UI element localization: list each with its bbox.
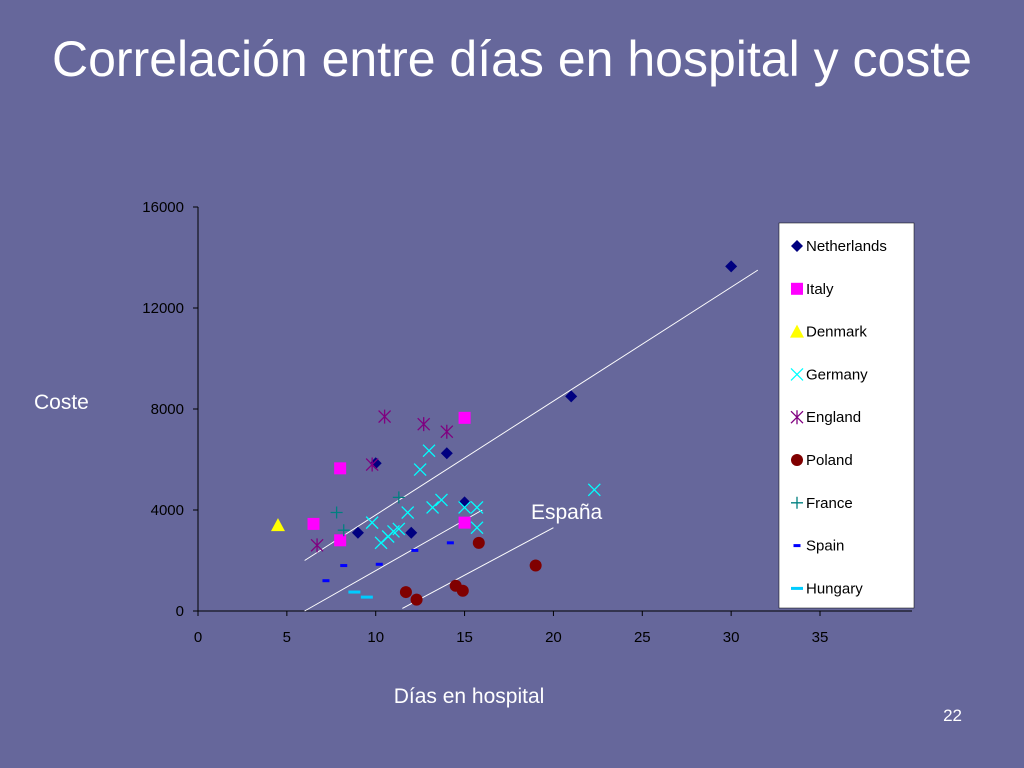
legend-marker-italy — [791, 282, 803, 295]
legend-marker-hungary — [791, 586, 803, 590]
axes: 0 5 10 15 20 25 30 35 0 4000 8000 12000 16000 — [142, 199, 912, 646]
data-points — [270, 260, 738, 606]
legend-label-germany: Germany — [806, 366, 868, 383]
x-tick-label: 30 — [723, 629, 740, 646]
point-germany — [365, 516, 379, 530]
legend-marker-denmark — [790, 324, 804, 338]
point-denmark — [270, 518, 285, 532]
point-england — [365, 457, 379, 472]
point-england — [310, 538, 324, 553]
point-germany — [435, 493, 448, 507]
point-netherlands — [458, 496, 471, 509]
y-tick-label: 12000 — [142, 300, 184, 317]
legend-marker-poland — [791, 454, 803, 466]
point-france — [337, 524, 350, 537]
point-germany — [392, 522, 406, 536]
legend-label-italy: Italy — [806, 281, 834, 298]
point-germany — [458, 501, 472, 514]
point-netherlands — [725, 260, 738, 273]
point-germany — [422, 444, 436, 458]
legend-marker-netherlands — [791, 240, 803, 252]
point-netherlands — [440, 447, 453, 460]
trend-line — [402, 527, 554, 609]
x-axis-title: Días en hospital — [394, 685, 545, 708]
point-italy — [458, 411, 471, 424]
point-hungary — [348, 590, 361, 594]
x-tick-label: 20 — [545, 629, 562, 646]
page-number: 22 — [943, 706, 962, 725]
point-netherlands — [351, 526, 364, 539]
point-hungary — [360, 595, 373, 599]
x-tick-label: 25 — [634, 629, 651, 646]
annotation-espana: España — [531, 501, 603, 524]
point-germany — [470, 521, 484, 535]
point-germany — [413, 463, 427, 477]
legend-marker-germany — [790, 367, 804, 381]
point-spain — [340, 564, 348, 568]
legend-label-england: England — [806, 409, 861, 426]
trend-line — [304, 269, 759, 561]
y-tick-label: 0 — [176, 603, 184, 620]
legend-label-hungary: Hungary — [806, 580, 863, 597]
legend-label-denmark: Denmark — [806, 324, 867, 341]
point-england — [417, 417, 431, 432]
legend-label-france: France — [806, 495, 853, 512]
trend-line — [304, 509, 483, 612]
slide-title: Correlación entre días en hospital y cos… — [52, 31, 972, 87]
x-tick-label: 15 — [456, 629, 473, 646]
point-italy — [307, 517, 320, 530]
y-tick-label: 4000 — [151, 502, 184, 519]
point-france — [392, 491, 405, 504]
point-germany — [470, 501, 484, 514]
point-poland — [410, 593, 423, 606]
y-tick-label: 8000 — [151, 401, 184, 418]
x-tick-label: 35 — [812, 629, 829, 646]
point-poland — [529, 559, 542, 572]
legend-marker-spain — [793, 544, 801, 548]
point-germany — [587, 483, 601, 497]
point-germany — [401, 506, 415, 519]
legend-label-netherlands: Netherlands — [806, 238, 887, 255]
point-netherlands — [565, 390, 578, 403]
x-tick-label: 10 — [367, 629, 384, 646]
point-italy — [458, 516, 471, 529]
legend-marker-france — [791, 496, 803, 509]
point-spain — [375, 562, 383, 566]
x-tick-label: 0 — [194, 629, 202, 646]
point-poland — [456, 584, 469, 597]
point-england — [440, 424, 454, 439]
y-axis-title: Coste — [34, 391, 89, 414]
point-england — [378, 409, 392, 424]
point-spain — [411, 548, 419, 552]
legend: Netherlands Italy Denmark Germany England Pol… — [778, 222, 915, 609]
legend-label-spain: Spain — [806, 538, 844, 555]
point-spain — [446, 541, 454, 545]
point-france — [330, 506, 343, 519]
point-poland — [399, 586, 412, 599]
point-netherlands — [405, 526, 418, 539]
point-poland — [472, 536, 485, 549]
point-italy — [334, 462, 347, 475]
legend-marker-england — [790, 410, 804, 425]
point-italy — [334, 534, 347, 547]
legend-label-poland: Poland — [806, 452, 853, 469]
trend-lines — [304, 269, 759, 612]
point-germany — [426, 501, 440, 514]
point-spain — [322, 579, 330, 583]
x-tick-label: 5 — [283, 629, 291, 646]
y-tick-label: 16000 — [142, 199, 184, 216]
